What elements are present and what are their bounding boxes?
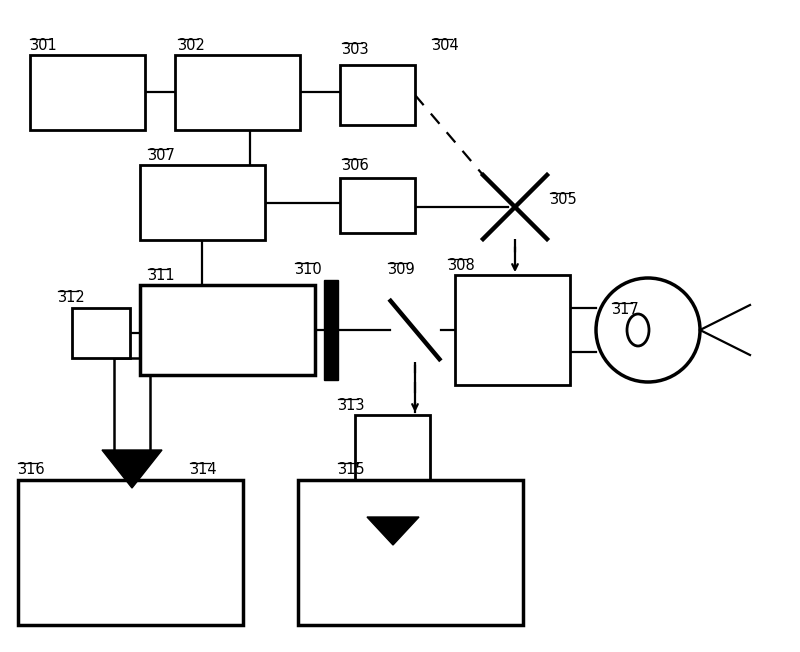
Text: 313: 313 (338, 398, 366, 413)
Bar (455, 275, 570, 385)
Bar (175, 55, 300, 130)
Text: 317: 317 (612, 302, 640, 317)
Polygon shape (102, 450, 162, 488)
Bar (298, 480, 523, 625)
Text: 305: 305 (550, 192, 578, 207)
Text: 301: 301 (30, 38, 58, 53)
Text: 304: 304 (432, 38, 460, 53)
Bar (140, 285, 315, 375)
Bar (340, 178, 415, 233)
Text: 312: 312 (58, 290, 86, 305)
Text: 315: 315 (338, 462, 366, 477)
Text: 307: 307 (148, 148, 176, 163)
Bar (30, 55, 145, 130)
Text: 316: 316 (18, 462, 46, 477)
Bar (324, 280, 338, 380)
Text: 302: 302 (178, 38, 206, 53)
Polygon shape (367, 517, 419, 545)
Bar (140, 165, 265, 240)
Text: 306: 306 (342, 158, 370, 173)
Bar (18, 480, 243, 625)
Text: 303: 303 (342, 42, 370, 57)
Bar (340, 65, 415, 125)
Bar (355, 415, 430, 480)
Text: 309: 309 (388, 262, 416, 277)
Bar (72, 308, 130, 358)
Text: 308: 308 (448, 258, 476, 273)
Text: 310: 310 (295, 262, 322, 277)
Text: 314: 314 (190, 462, 218, 477)
Text: 311: 311 (148, 268, 176, 283)
